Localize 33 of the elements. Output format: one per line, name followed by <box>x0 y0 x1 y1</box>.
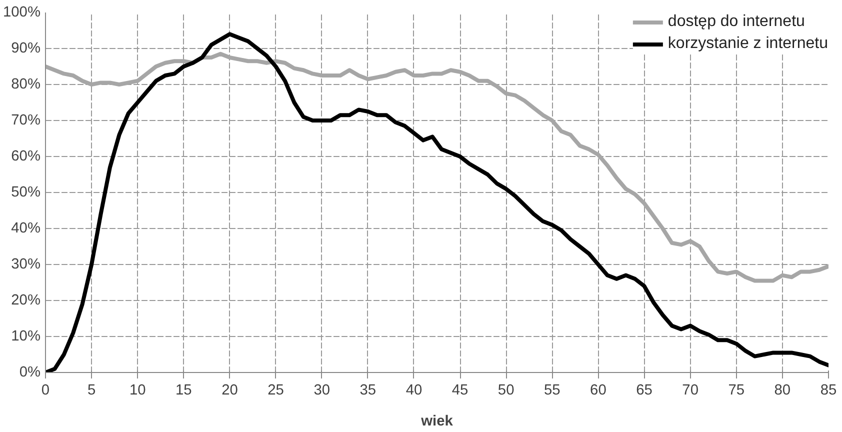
x-tick-label: 5 <box>87 382 96 398</box>
y-tick-label: 0% <box>19 364 41 380</box>
legend-label: dostęp do internetu <box>668 13 805 31</box>
x-tick-label: 85 <box>820 382 837 398</box>
x-tick-label: 15 <box>176 382 192 398</box>
y-tick-label: 10% <box>11 328 41 344</box>
x-tick-label: 50 <box>498 382 514 398</box>
line-series <box>46 52 828 283</box>
x-tick-label: 80 <box>774 382 791 398</box>
x-tick-label: 35 <box>360 382 376 398</box>
y-tick-label: 50% <box>11 184 41 200</box>
y-tick-label: 20% <box>11 292 41 308</box>
x-tick-label: 25 <box>268 382 284 398</box>
y-tick-label: 30% <box>11 256 41 272</box>
x-tick-label: 45 <box>452 382 468 398</box>
y-tick-label: 60% <box>11 148 41 164</box>
x-tick-label: 0 <box>41 382 50 398</box>
x-tick-label: 20 <box>222 382 238 398</box>
x-tick-label: 40 <box>406 382 422 398</box>
x-tick-label: 60 <box>590 382 606 398</box>
x-tick-label: 55 <box>544 382 560 398</box>
y-tick-label: 80% <box>11 76 41 92</box>
x-axis-title: wiek <box>420 414 454 430</box>
y-tick-label: 40% <box>11 220 41 236</box>
x-tick-label: 75 <box>728 382 745 398</box>
legend-label: korzystanie z internetu <box>668 35 828 53</box>
y-tick-label: 90% <box>11 40 41 56</box>
y-tick-label: 100% <box>3 4 41 20</box>
x-tick-label: 10 <box>129 382 146 398</box>
x-tick-label: 70 <box>682 382 698 398</box>
x-tick-label: 30 <box>314 382 330 398</box>
y-tick-label: 70% <box>11 112 41 128</box>
x-tick-label: 65 <box>636 382 652 398</box>
